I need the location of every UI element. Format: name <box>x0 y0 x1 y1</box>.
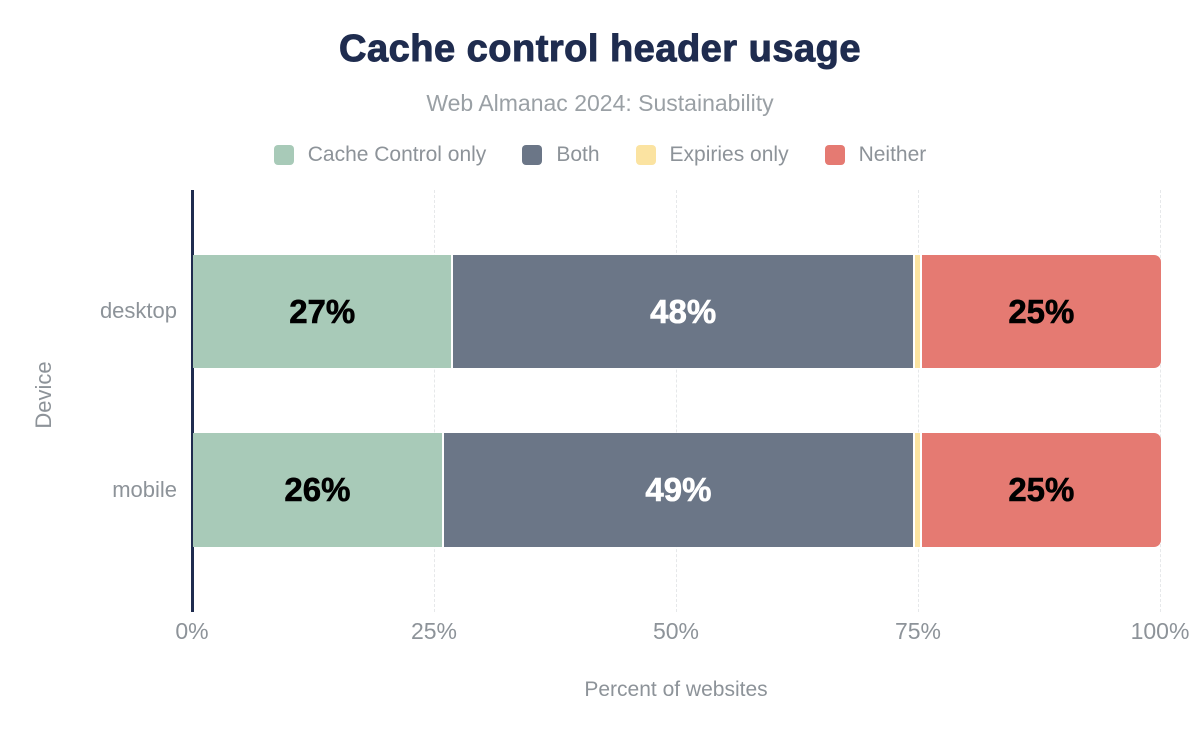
x-tick-label: 25% <box>410 618 458 644</box>
gridline <box>676 190 677 612</box>
category-label-desktop: desktop <box>99 298 177 323</box>
bar-segment-label: 49% <box>645 471 712 509</box>
bar-segment-mobile[interactable]: 26% <box>193 433 442 547</box>
gridline <box>434 190 435 612</box>
legend: Cache Control only Both Expiries only Neith… <box>0 143 1200 167</box>
legend-item[interactable]: Expiries only <box>635 143 789 167</box>
y-axis-title: Device <box>31 361 56 429</box>
gridline <box>1160 190 1161 612</box>
plot-area: 27% 48% 25% 26% 49% 25% <box>191 190 1161 612</box>
bar-segment-label: 25% <box>1008 471 1075 509</box>
bar-segment-desktop[interactable] <box>912 255 920 368</box>
legend-swatch <box>522 145 543 165</box>
legend-swatch <box>824 145 845 165</box>
bar-segment-desktop[interactable]: 48% <box>451 255 913 368</box>
bar-segment-mobile[interactable]: 49% <box>441 433 913 547</box>
legend-label: Neither <box>858 143 927 166</box>
bar-segment-mobile[interactable]: 25% <box>919 433 1161 547</box>
bar-row-desktop: 27% 48% 25% <box>193 255 1161 368</box>
x-axis-title: Percent of websites <box>584 678 768 701</box>
bar-row-mobile: 26% 49% 25% <box>193 433 1161 547</box>
legend-swatch <box>635 145 656 165</box>
legend-label: Both <box>556 143 600 166</box>
y-axis-line <box>191 190 194 612</box>
legend-item[interactable]: Neither <box>824 143 927 167</box>
x-tick-label: 100% <box>1130 618 1190 644</box>
legend-swatch <box>273 145 294 165</box>
bar-segment-label: 25% <box>1008 292 1075 330</box>
x-tick-label: 50% <box>652 618 700 644</box>
category-label-mobile: mobile <box>112 477 177 502</box>
bar-segment-label: 26% <box>284 471 351 509</box>
chart-title: Cache control header usage <box>339 28 861 71</box>
bar-segment-desktop[interactable]: 25% <box>919 255 1161 368</box>
legend-item[interactable]: Both <box>522 143 600 167</box>
x-tick-label: 75% <box>894 618 942 644</box>
gridline <box>918 190 919 612</box>
bar-segment-mobile[interactable] <box>912 433 920 547</box>
bar-segment-label: 27% <box>289 292 356 330</box>
legend-label: Expiries only <box>669 143 789 166</box>
legend-item[interactable]: Cache Control only <box>273 143 487 167</box>
x-tick-label: 0% <box>175 618 209 644</box>
chart-subtitle: Web Almanac 2024: Sustainability <box>426 90 774 116</box>
bar-segment-desktop[interactable]: 27% <box>193 255 452 368</box>
legend-label: Cache Control only <box>307 143 487 166</box>
x-axis-ticks: 0% 25% 50% 75% 100% <box>175 618 1189 648</box>
bar-segment-label: 48% <box>650 292 717 330</box>
